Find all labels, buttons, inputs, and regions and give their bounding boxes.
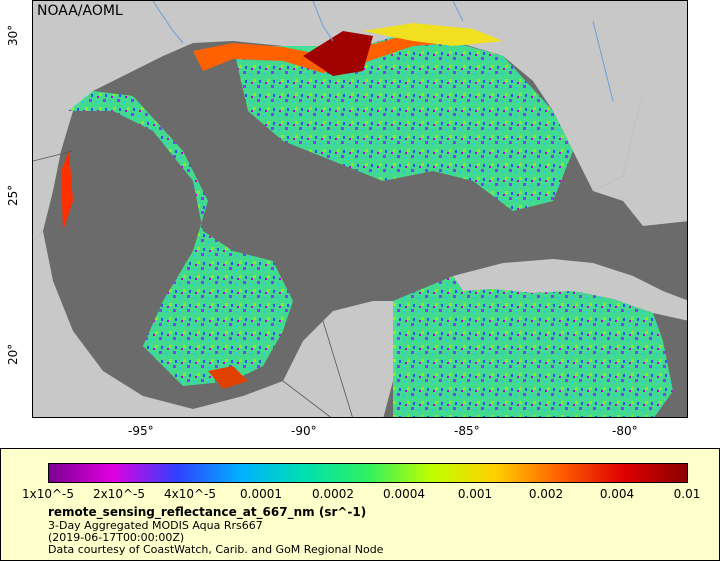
colorbar-tick: 4x10^-5 — [163, 487, 217, 501]
map-panel — [32, 0, 688, 418]
colorbar-tick: 1x10^-5 — [21, 487, 75, 501]
lon-tick-90: -90° — [291, 424, 317, 438]
data-west-gulf — [68, 91, 293, 386]
coastal-high-mississippi — [303, 31, 373, 76]
data-caribbean — [393, 276, 673, 417]
lon-tick-85: -85° — [454, 424, 480, 438]
colorbar-tick: 0.0004 — [383, 487, 425, 501]
colorbar — [48, 463, 688, 483]
lon-tick-80: -80° — [612, 424, 638, 438]
colorbar-tick: 2x10^-5 — [92, 487, 146, 501]
coastal-high-west — [61, 151, 73, 231]
colorbar-tick: 0.01 — [673, 487, 701, 501]
lat-tick-30: 30° — [6, 24, 20, 46]
land-cuba — [453, 259, 687, 321]
land-mexico — [33, 231, 401, 417]
colorbar-tick: 0.0002 — [312, 487, 354, 501]
lat-tick-25: 25° — [6, 184, 20, 206]
coastal-high-north — [193, 33, 453, 73]
lon-tick-95: -95° — [128, 424, 154, 438]
dataset-credit: Data courtesy of CoastWatch, Carib. and … — [48, 543, 384, 556]
source-label: NOAA/AOML — [37, 3, 123, 19]
data-central-gulf — [233, 31, 573, 211]
river-line — [152, 1, 614, 102]
legend-panel: 1x10^-5 2x10^-5 4x10^-5 0.0001 0.0002 0.… — [0, 448, 720, 561]
coastal-high-yucatan — [208, 366, 248, 389]
coastal-high-yellow — [363, 23, 503, 46]
dataset-time: (2019-06-17T00:00:00Z) — [48, 531, 185, 544]
colorbar-tick: 0.001 — [457, 487, 493, 501]
land-us-coast — [33, 1, 687, 241]
variable-name: remote_sensing_reflectance_at_667_nm (sr… — [48, 505, 367, 519]
border-line — [33, 150, 353, 417]
colorbar-tick: 0.002 — [528, 487, 564, 501]
gulf-map — [33, 1, 687, 417]
colorbar-tick: 0.004 — [599, 487, 635, 501]
dataset-title: 3-Day Aggregated MODIS Aqua Rrs667 — [48, 519, 263, 532]
land-florida — [553, 1, 687, 226]
lat-tick-20: 20° — [6, 343, 20, 365]
colorbar-tick: 0.0001 — [240, 487, 282, 501]
